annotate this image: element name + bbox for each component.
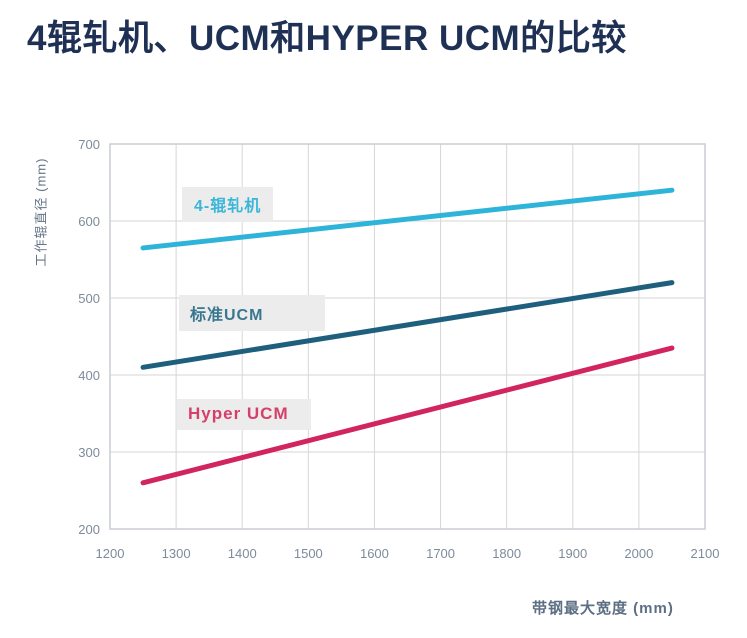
y-tick-label: 700 [78, 137, 100, 152]
x-tick-label: 1900 [558, 546, 588, 561]
x-tick-label: 1400 [227, 546, 257, 561]
x-tick-label: 1700 [426, 546, 456, 561]
y-tick-label: 600 [78, 214, 100, 229]
page-title: 4辊轧机、UCM和HYPER UCM的比较 [27, 19, 627, 58]
x-tick-label: 1300 [161, 546, 191, 561]
y-tick-label: 500 [78, 291, 100, 306]
y-tick-label: 400 [78, 368, 100, 383]
x-tick-label: 1800 [492, 546, 522, 561]
x-tick-label: 1600 [359, 546, 389, 561]
y-tick-label: 200 [78, 522, 100, 537]
series-label-standard-ucm: 标准UCM [179, 295, 326, 331]
series-line-1 [140, 280, 675, 370]
x-tick-label: 1500 [293, 546, 323, 561]
series-label-hyper-ucm: Hyper UCM [177, 399, 311, 430]
series-label-4high-mill: 4-辊轧机 [182, 187, 274, 222]
y-tick-label: 300 [78, 445, 100, 460]
x-axis-label: 带钢最大宽度 (mm) [532, 600, 674, 617]
series-line-2 [140, 345, 675, 486]
x-tick-label: 2100 [690, 546, 720, 561]
plot-border [109, 143, 706, 530]
x-tick-label: 1200 [95, 546, 125, 561]
x-tick-label: 2000 [624, 546, 654, 561]
series-line-0 [140, 187, 675, 251]
y-axis-label: 工作辊直径 (mm) [33, 157, 49, 267]
